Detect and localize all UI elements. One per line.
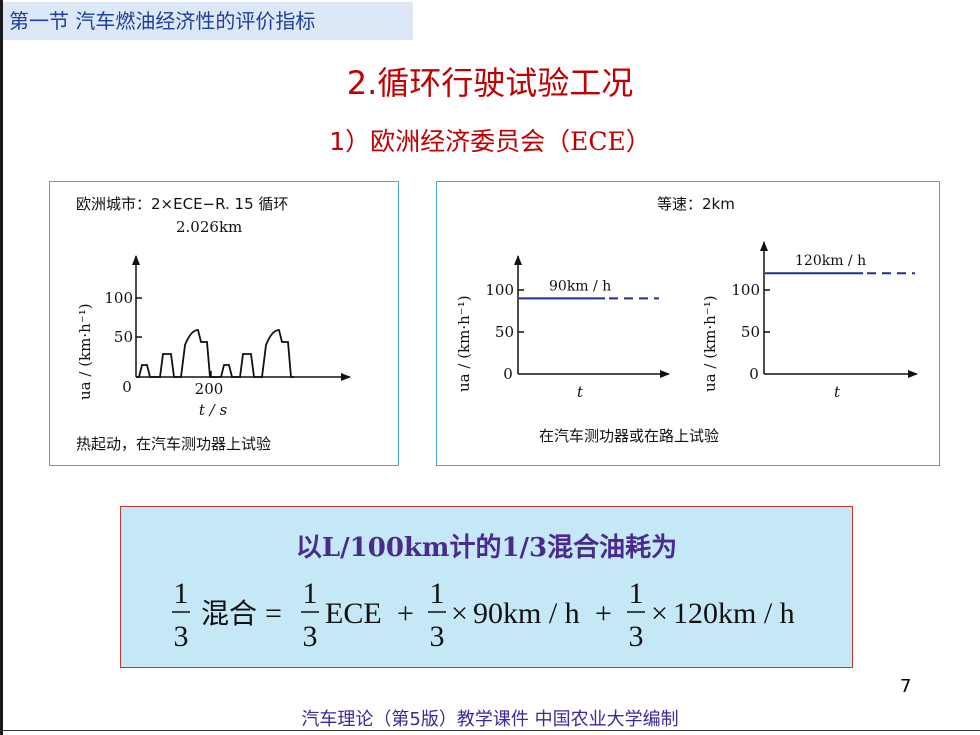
frac3-num: 1 xyxy=(430,577,445,610)
subtitle-suffix: ） xyxy=(625,127,651,156)
ece-y-tick-0: 0 xyxy=(122,378,132,396)
ece-header-line1: 欧洲城市：2×ECE−R. 15 循环 xyxy=(76,195,288,213)
ece-y-tick-50: 50 xyxy=(114,328,133,346)
const2-y-axis-label: ua / (km·h⁻¹) xyxy=(701,295,719,392)
ece-caption: 热起动，在汽车测功器上试验 xyxy=(76,435,271,453)
subtitle-abbr: ECE xyxy=(570,127,626,156)
ece-speed-trace xyxy=(136,329,294,378)
const1-y-axis-label: ua / (km·h⁻¹) xyxy=(455,295,473,392)
constant-speed-panel: 等速：2km ua / (km·h⁻¹) 100 50 0 90km / h t… xyxy=(436,181,940,466)
const2-y-tick-100: 100 xyxy=(731,281,760,299)
const1-y-tick-0: 0 xyxy=(503,365,513,383)
heading-unit: L/100km xyxy=(321,533,450,563)
formula-equation: 1 3 混合 = 1 3 ECE + 1 3 × 90km / h + 1 3 … xyxy=(172,577,795,653)
frac4-den: 3 xyxy=(629,620,644,653)
formula-lhs: 混合 xyxy=(201,597,257,630)
formula-heading: 以L/100km计的1/3混合油耗为 xyxy=(121,527,852,564)
bottom-border xyxy=(0,730,980,731)
footer: 汽车理论（第5版）教学课件 中国农业大学编制 xyxy=(301,709,679,730)
slide-title: 2.循环行驶试验工况 xyxy=(346,64,634,102)
subtitle-prefix: 1）欧洲经济委员会（ xyxy=(329,127,571,156)
const1-x-axis-label: t xyxy=(577,383,584,401)
const2-x-axis-label: t xyxy=(834,383,841,401)
heading-mid: 计的 xyxy=(449,533,502,563)
const1-y-tick-100: 100 xyxy=(485,281,514,299)
const1-speed-label: 90km / h xyxy=(549,278,611,294)
formula-equals: = xyxy=(265,597,282,630)
const1-y-tick-50: 50 xyxy=(495,323,514,341)
ece-y-tick-100: 100 xyxy=(104,289,133,307)
frac1-den: 3 xyxy=(174,620,189,653)
frac1-num: 1 xyxy=(174,577,189,610)
formula-times-1: × xyxy=(451,597,468,630)
heading-frac: 1/3 xyxy=(501,533,548,563)
formula-times-2: × xyxy=(651,597,668,630)
formula-term-120: 120km / h xyxy=(673,597,795,630)
const-header: 等速：2km xyxy=(657,195,735,213)
ece-x-tick-200: 200 xyxy=(195,380,224,398)
left-border xyxy=(0,0,3,735)
formula-term-90: 90km / h xyxy=(473,597,580,630)
constant-speed-figure: 等速：2km ua / (km·h⁻¹) 100 50 0 90km / h t… xyxy=(455,195,918,445)
frac2-num: 1 xyxy=(303,577,318,610)
formula-box: 以L/100km计的1/3混合油耗为 1 3 混合 = 1 3 ECE + 1 … xyxy=(120,506,853,668)
ece-cycle-figure: 欧洲城市：2×ECE−R. 15 循环 2.026km ua / (km·h⁻¹… xyxy=(76,195,351,453)
ece-cycle-panel: 欧洲城市：2×ECE−R. 15 循环 2.026km ua / (km·h⁻¹… xyxy=(49,181,399,466)
slide-subtitle: 1）欧洲经济委员会（ECE） xyxy=(0,122,980,158)
heading-post: 混合油耗为 xyxy=(547,533,678,563)
const2-y-tick-0: 0 xyxy=(749,365,759,383)
ece-y-axis-label: ua / (km·h⁻¹) xyxy=(76,303,94,400)
const2-y-tick-50: 50 xyxy=(741,323,760,341)
ece-header-line2: 2.026km xyxy=(176,218,242,236)
const-caption: 在汽车测功器或在路上试验 xyxy=(539,427,719,445)
section-tag: 第一节 汽车燃油经济性的评价指标 xyxy=(3,2,413,40)
formula-plus-1: + xyxy=(397,597,414,630)
page-number: 7 xyxy=(900,676,912,697)
frac4-num: 1 xyxy=(629,577,644,610)
const2-speed-label: 120km / h xyxy=(795,253,866,269)
frac2-den: 3 xyxy=(303,620,318,653)
heading-pre: 以 xyxy=(295,533,322,563)
ece-x-axis-label: t / s xyxy=(199,401,228,419)
formula-term-ece: ECE xyxy=(325,597,382,630)
formula-plus-2: + xyxy=(595,597,612,630)
frac3-den: 3 xyxy=(430,620,445,653)
